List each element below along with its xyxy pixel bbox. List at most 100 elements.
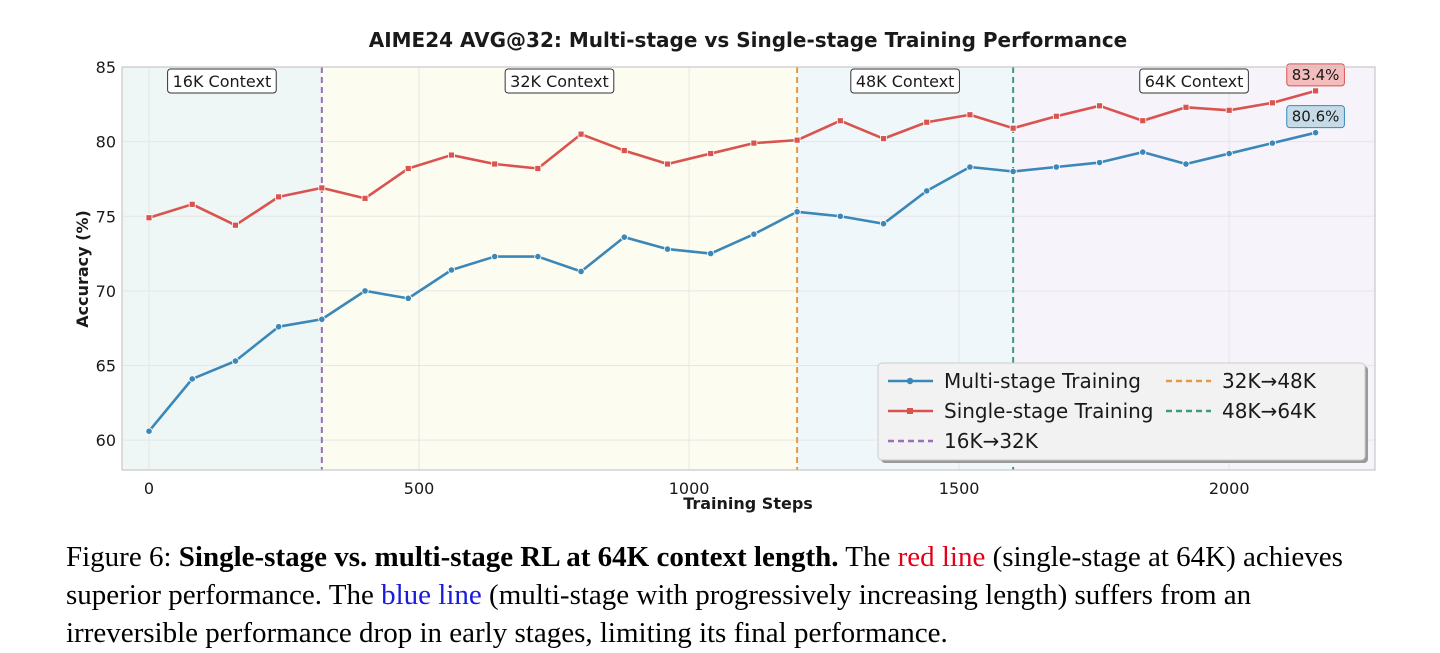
series-1-point	[188, 200, 196, 208]
series-0-point	[534, 252, 542, 261]
series-1-point	[404, 165, 412, 172]
chart-title: AIME24 AVG@32: Multi-stage vs Single-sta…	[369, 28, 1128, 52]
series-line-0	[148, 131, 1316, 433]
series-lines	[145, 87, 1320, 435]
series-1-point	[318, 184, 326, 192]
x-axis-label: Training Steps	[683, 494, 813, 513]
series-0-point	[361, 287, 369, 295]
series-1-point	[707, 150, 715, 157]
series-0-point	[145, 427, 153, 435]
caption-blue-line-text: blue line	[381, 579, 482, 611]
series-1-point	[275, 193, 283, 201]
end-label-box	[1286, 105, 1345, 129]
series-1-point	[1009, 124, 1017, 132]
series-0-point	[577, 267, 585, 276]
legend: Multi-stage Training Single-stage Trainin…	[877, 362, 1368, 463]
region-label-box	[850, 68, 960, 94]
series-0-point	[188, 375, 196, 383]
region-label-text: 64K Context	[1145, 72, 1244, 91]
x-tick-label: 1000	[669, 479, 710, 498]
end-label-text: 80.6%	[1292, 108, 1340, 126]
legend-marker	[907, 408, 913, 414]
series-1-point	[1096, 102, 1103, 110]
series-line-1	[148, 89, 1316, 227]
series-0-point	[836, 212, 844, 220]
series-0-point	[707, 249, 715, 258]
legend-box	[877, 362, 1366, 461]
series-1-point	[145, 214, 153, 222]
series-1-point	[750, 139, 758, 147]
legend-label: 16K→32K	[944, 429, 1039, 453]
series-1-point	[491, 160, 499, 168]
caption-text-1: The	[838, 541, 898, 573]
series-0-point	[750, 230, 758, 238]
legend-label: 32K→48K	[1222, 369, 1317, 393]
series-0-point	[1009, 167, 1017, 176]
region-label-box	[1139, 68, 1249, 94]
caption-text-3: (multi-stage with progressively increasi…	[66, 579, 1252, 649]
x-tick-label: 0	[144, 479, 154, 498]
y-tick-label: 85	[96, 58, 116, 77]
series-0-point	[1225, 149, 1233, 158]
region-label-text: 32K Context	[510, 72, 609, 91]
caption-bold-title: Single-stage vs. multi-stage RL at 64K c…	[178, 541, 839, 573]
y-tick-label: 65	[96, 357, 116, 376]
legend-label: 48K→64K	[1222, 399, 1317, 423]
series-1-point	[793, 136, 801, 144]
x-tick-label: 2000	[1209, 479, 1250, 498]
region-label-2: 48K Context	[850, 68, 960, 94]
series-1-point	[1052, 112, 1060, 120]
y-tick-label: 60	[96, 431, 116, 450]
series-0-point	[1268, 139, 1276, 147]
series-0-point	[275, 323, 283, 331]
caption-prefix: Figure 6:	[66, 541, 179, 573]
series-1-point	[1225, 106, 1233, 114]
legend-label: Multi-stage Training	[944, 369, 1141, 393]
y-axis-label: Accuracy (%)	[73, 210, 92, 328]
end-label-1: 83.4%	[1286, 63, 1345, 87]
y-tick-label: 75	[96, 207, 116, 226]
context-region-1	[321, 67, 798, 470]
series-0-point	[879, 220, 888, 228]
context-region-0	[122, 67, 322, 470]
axis-ticks: 0 500 1000 1500 2000 60 65 70 75 80 85	[96, 58, 1250, 498]
legend-item-2: 16K→32K	[888, 429, 1039, 453]
series-0-point	[1095, 158, 1104, 167]
caption-text-2: (single-stage at 64K) achieves superior …	[66, 541, 1343, 611]
y-tick-label: 80	[96, 133, 116, 152]
x-tick-label: 500	[404, 479, 435, 498]
legend-item-4: 48K→64K	[1166, 399, 1317, 423]
end-label-0: 80.6%	[1286, 105, 1345, 129]
series-1-point	[577, 130, 585, 138]
legend-item-0: Multi-stage Training	[888, 369, 1141, 393]
series-1-point	[966, 111, 974, 119]
series-0-point	[966, 163, 974, 171]
series-0-point	[1052, 163, 1060, 171]
series-1-point	[232, 221, 239, 229]
series-1-point	[620, 147, 628, 154]
series-0-point	[1139, 148, 1147, 156]
series-1-point	[534, 165, 542, 172]
series-0-point	[620, 233, 628, 241]
series-0-point	[318, 315, 326, 323]
series-1-point	[1182, 103, 1190, 111]
series-1-point	[448, 151, 455, 159]
series-0-point	[663, 245, 672, 253]
legend-label: Single-stage Training	[944, 399, 1154, 423]
series-1-point	[923, 118, 931, 126]
end-value-labels: 80.6% 83.4%	[1286, 63, 1345, 129]
legend-marker	[906, 377, 914, 385]
series-1-point	[1268, 99, 1276, 107]
region-label-box	[167, 68, 277, 94]
series-0-point	[793, 208, 801, 216]
region-label-3: 64K Context	[1139, 68, 1249, 94]
region-labels: 16K Context 32K Context 48K Context 64K Con…	[167, 68, 1249, 94]
region-label-text: 48K Context	[856, 72, 955, 91]
series-0-point	[404, 294, 412, 302]
x-tick-label: 1500	[939, 479, 980, 498]
region-label-1: 32K Context	[504, 68, 615, 94]
legend-item-1: Single-stage Training	[888, 399, 1154, 423]
series-1-point	[880, 135, 887, 143]
series-0-point	[923, 187, 931, 195]
legend-item-3: 32K→48K	[1166, 369, 1317, 393]
